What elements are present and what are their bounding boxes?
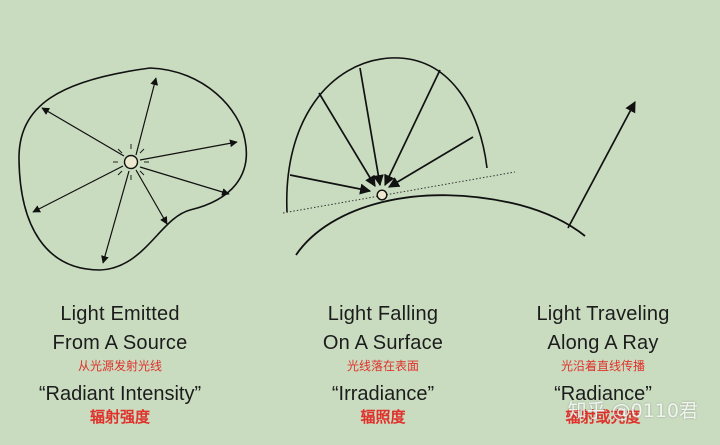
panel-term: “Irradiance” bbox=[331, 383, 435, 405]
panel-title-line: Light Emitted bbox=[60, 303, 180, 325]
surface-point bbox=[376, 189, 388, 201]
panel-caption-cn: 光沿着直线传播 bbox=[560, 359, 645, 373]
panel-term: “Radiant Intensity” bbox=[38, 383, 202, 405]
panel-term-cn: 辐射强度 bbox=[89, 408, 150, 426]
panel-term-cn: 辐射或亮度 bbox=[565, 408, 641, 426]
panel-surface-labels: Light Falling On A Surface 光线落在表面 “Irrad… bbox=[263, 300, 503, 427]
watermark: 知乎 @0110君 bbox=[567, 400, 698, 422]
incident-rays bbox=[289, 67, 474, 195]
panel-title-line: Light Traveling bbox=[536, 303, 670, 325]
source-sparkle bbox=[113, 144, 149, 180]
panel-term: “Radiance” bbox=[554, 383, 652, 405]
panel-source-labels: Light Emitted From A Source 从光源发射光线 “Rad… bbox=[0, 300, 240, 427]
hemisphere-outline bbox=[286, 57, 488, 213]
panel-caption-cn: 光线落在表面 bbox=[346, 359, 419, 373]
panel-ray-labels: Light Traveling Along A Ray 光沿着直线传播 “Rad… bbox=[483, 300, 720, 427]
ray-panel bbox=[567, 101, 636, 229]
light-source-point bbox=[123, 154, 139, 170]
panel-title-line: Light Falling bbox=[327, 303, 439, 325]
panel-title-line: Along A Ray bbox=[547, 332, 659, 354]
source-panel bbox=[18, 67, 248, 271]
source-boundary bbox=[18, 67, 248, 271]
panel-title-line: From A Source bbox=[52, 332, 188, 354]
source-rays bbox=[32, 77, 238, 264]
panel-caption-cn: 从光源发射光线 bbox=[77, 359, 162, 373]
tangent-line bbox=[282, 171, 516, 214]
surface-panel bbox=[282, 57, 586, 256]
panel-term-cn: 辐照度 bbox=[360, 408, 406, 426]
surface-curve bbox=[295, 194, 586, 256]
panel-title-line: On A Surface bbox=[322, 332, 444, 354]
single-ray bbox=[567, 101, 636, 229]
